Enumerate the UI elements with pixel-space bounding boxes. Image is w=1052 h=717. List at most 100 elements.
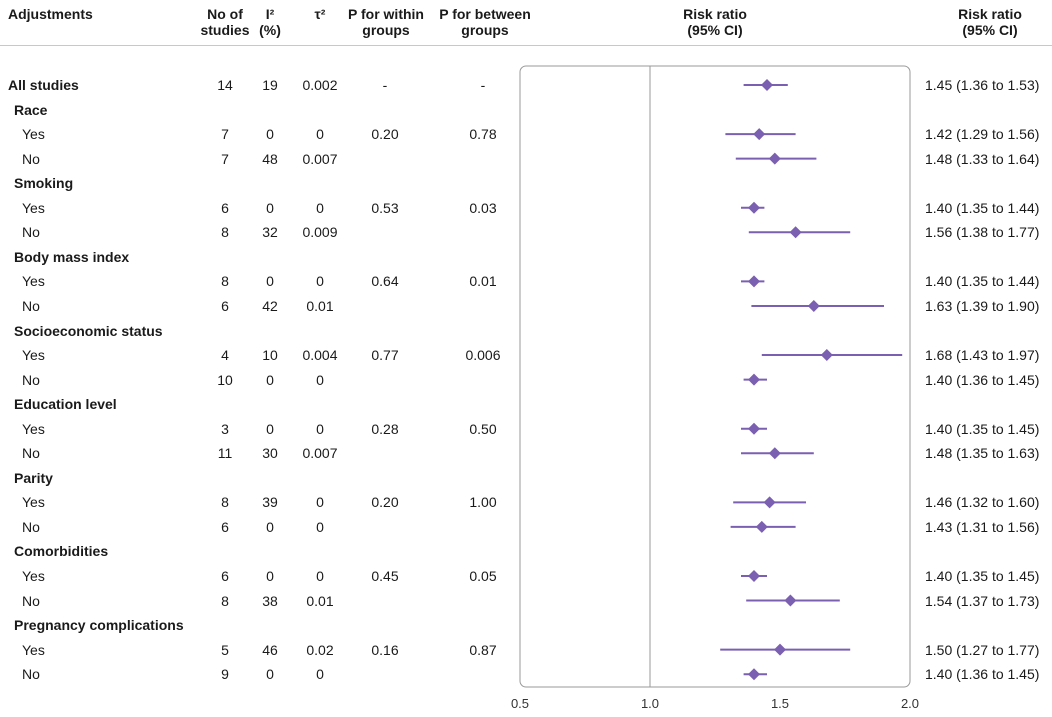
p-between-cell: 0.78 xyxy=(469,126,497,143)
tau2-cell: 0.02 xyxy=(306,641,334,658)
risk-ratio-ci-cell: 1.50 (1.27 to 1.77) xyxy=(925,641,1040,658)
risk-ratio-ci-cell: 1.68 (1.43 to 1.97) xyxy=(925,347,1040,364)
header-risk-ratio-text-line1: Risk ratio xyxy=(958,6,1022,22)
group-label: Socioeconomic status xyxy=(14,322,163,339)
row-label: No xyxy=(22,150,40,167)
p-between-cell: - xyxy=(480,77,486,93)
i2-cell: 30 xyxy=(262,445,278,462)
estimate-diamond xyxy=(820,349,833,362)
table-row: Yes 6 0 0 0.45 0.05 1.40 (1.35 to 1.45) xyxy=(0,564,1052,588)
x-tick-label: 1.5 xyxy=(771,696,789,711)
estimate-diamond xyxy=(748,373,760,386)
forest-plot: 0.5 1.0 1.5 2.0 xyxy=(511,65,919,711)
group-label: Comorbidities xyxy=(14,543,109,560)
n-studies-cell: 7 xyxy=(221,126,229,143)
table-row: Yes 3 0 0 0.28 0.50 1.40 (1.35 to 1.45) xyxy=(0,417,1052,441)
header-p-within-line1: P for within xyxy=(348,6,424,22)
risk-ratio-ci-cell: 1.48 (1.33 to 1.64) xyxy=(925,150,1040,167)
tau2-cell: 0.007 xyxy=(302,150,338,167)
n-studies-cell: 3 xyxy=(221,420,229,437)
i2-cell: 0 xyxy=(266,420,274,437)
tau2-cell: 0 xyxy=(316,371,324,388)
n-studies-cell: 10 xyxy=(217,371,233,388)
header-p-between: P for between groups xyxy=(432,6,538,38)
p-within-cell: 0.53 xyxy=(371,199,399,216)
risk-ratio-ci-cell: 1.46 (1.32 to 1.60) xyxy=(925,494,1040,511)
group-label: Race xyxy=(14,101,48,118)
row-label: Yes xyxy=(22,347,45,364)
n-studies-cell: 14 xyxy=(217,77,233,93)
tau2-cell: 0 xyxy=(316,199,324,216)
p-within-cell: - xyxy=(382,77,388,93)
i2-cell: 48 xyxy=(262,150,278,167)
p-within-cell: 0.45 xyxy=(371,568,399,584)
group-label: Body mass index xyxy=(14,248,130,265)
i2-cell: 10 xyxy=(262,347,278,364)
estimate-diamond xyxy=(748,668,760,681)
i2-cell: 0 xyxy=(266,273,274,290)
i2-cell: 0 xyxy=(266,568,274,584)
p-between-cell: 0.03 xyxy=(469,199,497,216)
table-row: No 9 0 0 1.40 (1.36 to 1.45) xyxy=(0,662,1052,686)
header-p-between-line1: P for between xyxy=(439,6,531,22)
risk-ratio-ci-cell: 1.48 (1.35 to 1.63) xyxy=(925,445,1040,462)
risk-ratio-ci-cell: 1.43 (1.31 to 1.56) xyxy=(925,518,1040,535)
p-between-cell: 0.01 xyxy=(469,273,497,290)
group-header-row: Parity xyxy=(0,466,1052,490)
p-between-cell: 0.87 xyxy=(469,641,497,658)
group-header-row: Education level xyxy=(0,392,1052,416)
table-row: Yes 8 39 0 0.20 1.00 1.46 (1.32 to 1.60) xyxy=(0,490,1052,514)
header-n-studies-line2: studies xyxy=(200,22,250,38)
header-p-within: P for within groups xyxy=(340,6,432,38)
header-n-studies-line1: No of xyxy=(207,6,243,22)
header-risk-ratio-plot-line2: (95% CI) xyxy=(687,22,743,38)
i2-cell: 38 xyxy=(262,592,278,609)
p-within-cell: 0.77 xyxy=(371,347,399,364)
row-label: All studies xyxy=(8,77,79,93)
table-row: No 8 32 0.009 1.56 (1.38 to 1.77) xyxy=(0,220,1052,244)
estimate-diamond xyxy=(755,520,768,533)
estimate-diamond xyxy=(768,447,781,460)
n-studies-cell: 6 xyxy=(221,568,229,584)
table-row: No 8 38 0.01 1.54 (1.37 to 1.73) xyxy=(0,589,1052,613)
group-header-row: Body mass index xyxy=(0,245,1052,269)
p-between-cell: 0.006 xyxy=(465,347,501,364)
header-p-between-line2: groups xyxy=(461,22,509,38)
tau2-cell: 0.002 xyxy=(302,77,338,93)
n-studies-cell: 11 xyxy=(217,445,233,462)
row-label: Yes xyxy=(22,641,45,658)
tau2-cell: 0 xyxy=(316,518,324,535)
estimate-diamond xyxy=(774,643,786,656)
estimate-diamond xyxy=(748,422,760,435)
row-label: No xyxy=(22,518,40,535)
n-studies-cell: 4 xyxy=(221,347,229,364)
x-tick-label: 1.0 xyxy=(641,696,659,711)
estimate-diamond xyxy=(748,570,760,582)
group-label: Smoking xyxy=(14,175,74,192)
table-row: Yes 4 10 0.004 0.77 0.006 1.68 (1.43 to 1.97) xyxy=(0,343,1052,367)
row-label: No xyxy=(22,371,40,388)
risk-ratio-ci-cell: 1.40 (1.35 to 1.44) xyxy=(925,273,1040,290)
i2-cell: 42 xyxy=(262,297,278,314)
n-studies-cell: 8 xyxy=(221,592,229,609)
header-i2-line2: (%) xyxy=(259,22,281,38)
header-risk-ratio-plot-line1: Risk ratio xyxy=(683,6,747,22)
estimate-diamond xyxy=(807,299,820,312)
row-label: No xyxy=(22,666,40,683)
row-label: Yes xyxy=(22,494,45,511)
i2-cell: 0 xyxy=(266,199,274,216)
header-risk-ratio-plot: Risk ratio (95% CI) xyxy=(660,6,770,38)
group-label: Parity xyxy=(14,469,53,486)
group-header-row: Race xyxy=(0,98,1052,122)
table-row: All studies 14 19 0.002 - - 1.45 (1.36 to 1.53… xyxy=(0,73,1052,97)
risk-ratio-ci-cell: 1.40 (1.35 to 1.44) xyxy=(925,199,1040,216)
p-within-cell: 0.20 xyxy=(371,494,399,511)
table-row: Yes 7 0 0 0.20 0.78 1.42 (1.29 to 1.56) xyxy=(0,122,1052,146)
risk-ratio-ci-cell: 1.40 (1.35 to 1.45) xyxy=(925,420,1040,437)
i2-cell: 0 xyxy=(266,666,274,683)
p-between-cell: 0.05 xyxy=(469,568,497,584)
estimate-diamond xyxy=(748,275,760,288)
p-between-cell: 0.50 xyxy=(469,420,497,437)
row-label: Yes xyxy=(22,420,45,437)
table-row: No 6 42 0.01 1.63 (1.39 to 1.90) xyxy=(0,294,1052,318)
